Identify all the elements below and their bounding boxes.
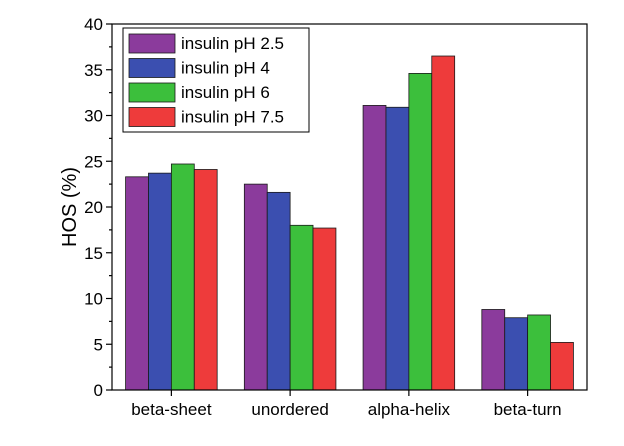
y-tick-label: 20 — [84, 198, 103, 217]
legend-label: insulin pH 2.5 — [181, 34, 284, 53]
y-axis: 0 5 10 15 20 25 30 35 40 — [84, 15, 112, 400]
x-tick-label: beta-turn — [494, 400, 562, 419]
bar-alpha-helix-insulin-pH-7.5 — [431, 55, 456, 391]
x-tick-label: unordered — [251, 400, 329, 419]
legend-swatch — [128, 58, 176, 78]
y-tick-label: 35 — [84, 61, 103, 80]
y-tick-label: 15 — [84, 244, 103, 263]
legend-swatch — [128, 107, 176, 127]
bar-beta-turn-insulin-pH-7.5 — [550, 342, 574, 391]
bar-alpha-helix-insulin-pH-4 — [385, 106, 410, 391]
legend: insulin pH 2.5 insulin pH 4 insulin pH 6 in… — [122, 27, 310, 133]
legend-label: insulin pH 6 — [181, 83, 270, 102]
bar-beta-turn-insulin-pH-4 — [504, 317, 529, 391]
y-tick-label: 10 — [84, 290, 103, 309]
bars-layer — [125, 55, 574, 391]
bar-unordered-insulin-pH-2.5 — [243, 183, 268, 391]
bar-beta-sheet-insulin-pH-7.5 — [193, 169, 218, 391]
legend-swatch — [128, 82, 176, 103]
legend-label: insulin pH 7.5 — [181, 108, 284, 127]
y-tick-label: 5 — [94, 335, 103, 354]
bar-unordered-insulin-pH-7.5 — [312, 227, 337, 391]
y-tick-label: 25 — [84, 152, 103, 171]
plot-frame — [111, 23, 588, 391]
y-tick-label: 40 — [84, 15, 103, 34]
bar-beta-sheet-insulin-pH-2.5 — [125, 176, 149, 391]
bar-unordered-insulin-pH-6 — [289, 224, 314, 391]
bar-beta-turn-insulin-pH-6 — [527, 314, 551, 391]
y-tick-label: 0 — [94, 381, 103, 400]
legend-swatch — [128, 33, 176, 54]
bar-beta-sheet-insulin-pH-6 — [170, 163, 195, 391]
x-tick-label: beta-sheet — [131, 400, 212, 419]
x-tick-label: alpha-helix — [368, 400, 451, 419]
bar-beta-turn-insulin-pH-2.5 — [481, 309, 506, 391]
legend-label: insulin pH 4 — [181, 59, 270, 78]
bar-unordered-insulin-pH-4 — [266, 191, 291, 391]
bar-beta-sheet-insulin-pH-4 — [148, 172, 172, 391]
bar-alpha-helix-insulin-pH-2.5 — [362, 105, 387, 391]
y-axis-title: HOS (%) — [59, 167, 81, 247]
y-tick-label: 30 — [84, 107, 103, 126]
x-axis: beta-sheet unordered alpha-helix beta-turn — [131, 390, 562, 419]
bar-alpha-helix-insulin-pH-6 — [408, 73, 433, 391]
